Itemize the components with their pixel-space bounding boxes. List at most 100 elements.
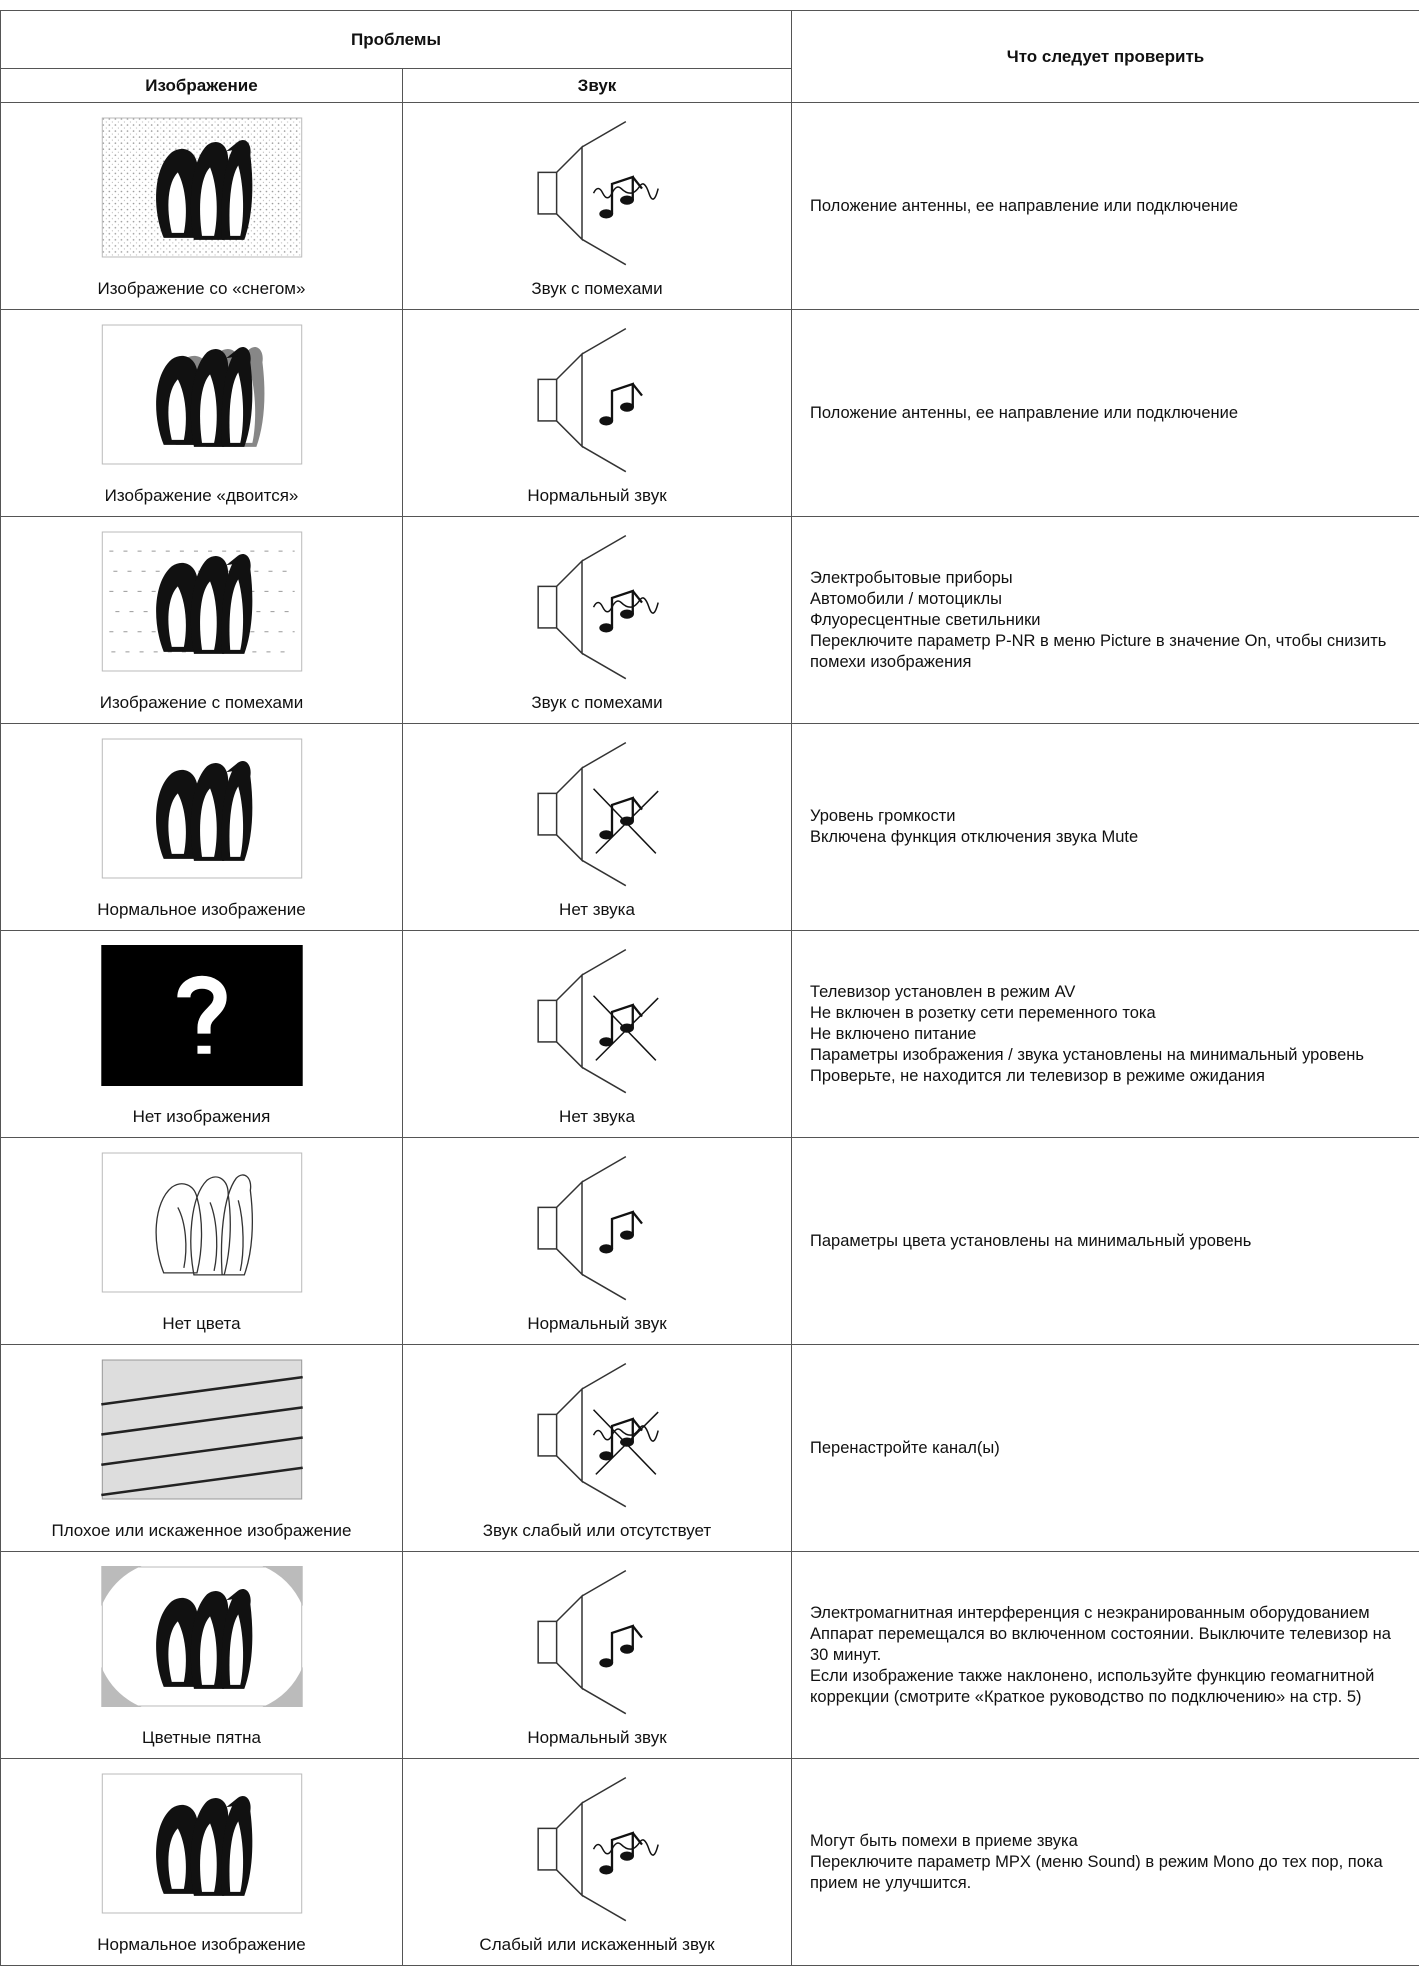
header-sound: Звук [402,68,792,103]
check-item: Переключите параметр P-NR в меню Picture… [810,631,1387,671]
picture-cell: Нормальное изображение [0,1758,403,1966]
row: Нет изображения Нет звука Телевизор устано… [0,930,1419,1138]
picture-caption: Изображение «двоится» [104,486,299,505]
check-item: Положение антенны, ее направление или по… [810,196,1239,215]
check-item: Проверьте, не находится ли телевизор в р… [810,1066,1265,1085]
cell: Нет изображения [1,931,402,1137]
icon [101,1773,303,1914]
sound-cell: Слабый или искаженный звук [402,1758,792,1966]
picture-caption: Плохое или искаженное изображение [51,1521,352,1540]
icon [522,738,672,888]
picture-caption: Нормальное изображение [97,900,306,919]
cell: Звук с помехами [403,517,791,723]
check-item: Автомобили / мотоциклы [810,589,1003,608]
cell: Звук слабый или отсутствует [403,1345,791,1551]
icon [522,1773,672,1923]
sound-cell: Звук слабый или отсутствует [402,1344,792,1552]
sound-cell: Нормальный звук [402,309,792,517]
check-item: Электробытовые приборы [810,568,1013,587]
picture-cell: Нет цвета [0,1137,403,1345]
check-item: Могут быть помехи в приеме звука [810,1831,1078,1850]
check-list: Уровень громкости Включена функция отключ… [792,724,1419,930]
row: Изображение со «снегом» Звук с помехами По… [0,102,1419,310]
check-cell: Положение антенны, ее направление или по… [791,102,1419,310]
check-item: Переключите параметр MPX (меню Sound) в … [810,1852,1383,1892]
row: Изображение с помехами Звук с помехами Эле… [0,516,1419,724]
check-cell: Перенастройте канал(ы) [791,1344,1419,1552]
check-list: Перенастройте канал(ы) [792,1345,1419,1551]
picture-cell: Изображение «двоится» [0,309,403,517]
icon [101,1359,303,1500]
check-item: Не включено питание [810,1024,977,1043]
cell: Слабый или искаженный звук [403,1759,791,1965]
sound-caption: Звук с помехами [531,279,663,298]
check-list: Могут быть помехи в приеме звука Переключ… [792,1759,1419,1965]
sound-caption: Нет звука [559,1107,635,1126]
cell: Нормальное изображение [1,724,402,930]
check-item: Положение антенны, ее направление или по… [810,403,1239,422]
check-cell: Могут быть помехи в приеме звука Переключ… [791,1758,1419,1966]
sound-cell: Звук с помехами [402,102,792,310]
check-item: Включена функция отключения звука Mute [810,828,1139,846]
check-item: Флуоресцентные светильники [810,610,1041,629]
sound-cell: Нормальный звук [402,1137,792,1345]
check-item: Перенастройте канал(ы) [810,1438,1000,1457]
cell: Изображение с помехами [1,517,402,723]
cell: Плохое или искаженное изображение [1,1345,402,1551]
icon [522,117,672,267]
icon [522,1566,672,1716]
check-item: Не включен в розетку сети переменного то… [810,1003,1156,1022]
icon [101,324,303,465]
icon [101,738,303,879]
picture-cell: Изображение со «снегом» [0,102,403,310]
check-item: Параметры цвета установлены на минимальн… [810,1231,1252,1250]
icon [522,1152,672,1302]
icon [522,1359,672,1509]
row: Плохое или искаженное изображение Звук сл… [0,1344,1419,1552]
header-problems: Проблемы [0,10,792,69]
picture-caption: Цветные пятна [142,1728,261,1747]
icon [101,531,303,672]
check-item: Если изображение также наклонено, исполь… [810,1666,1375,1706]
icon [522,531,672,681]
check-item: Уровень громкости [810,807,956,825]
picture-caption: Изображение со «снегом» [97,279,306,298]
cell: Нет цвета [1,1138,402,1344]
check-list: Параметры цвета установлены на минимальн… [792,1138,1419,1344]
icon [522,945,672,1095]
check-cell: Электромагнитная интерференция с неэкран… [791,1551,1419,1759]
check-list: Положение антенны, ее направление или по… [792,103,1419,309]
icon [101,1566,303,1707]
picture-cell: Изображение с помехами [0,516,403,724]
cell: Нормальное изображение [1,1759,402,1965]
picture-cell: Нет изображения [0,930,403,1138]
header-picture: Изображение [0,68,403,103]
check-cell: Параметры цвета установлены на минимальн… [791,1137,1419,1345]
picture-cell: Нормальное изображение [0,723,403,931]
icon [101,117,303,258]
picture-caption: Нормальное изображение [97,1935,306,1954]
picture-cell: Плохое или искаженное изображение [0,1344,403,1552]
picture-caption: Нет изображения [132,1107,271,1126]
row: Изображение «двоится» Нормальный звук Поло… [0,309,1419,517]
row: Нормальное изображение Нет звука Уровень г… [0,723,1419,931]
sound-cell: Нет звука [402,930,792,1138]
sound-caption: Нет звука [559,900,635,919]
check-cell: Телевизор установлен в режим AV Не включе… [791,930,1419,1138]
cell: Нормальный звук [403,1138,791,1344]
check-list: Телевизор установлен в режим AV Не включе… [792,931,1419,1137]
check-list: Электробытовые приборы Автомобили / мотоц… [792,517,1419,723]
cell: Нормальный звук [403,1552,791,1758]
cell: Нет звука [403,931,791,1137]
check-list: Положение антенны, ее направление или по… [792,310,1419,516]
check-item: Параметры изображения / звука установлен… [810,1045,1364,1064]
icon [101,1152,303,1293]
sound-caption: Слабый или искаженный звук [479,1935,715,1954]
picture-cell: Цветные пятна [0,1551,403,1759]
picture-caption: Изображение с помехами [99,693,304,712]
row: Нормальное изображение Слабый или искажен… [0,1758,1419,1966]
cell: Нормальный звук [403,310,791,516]
row: Цветные пятна Нормальный звук Электромагни… [0,1551,1419,1759]
icon [101,945,303,1086]
